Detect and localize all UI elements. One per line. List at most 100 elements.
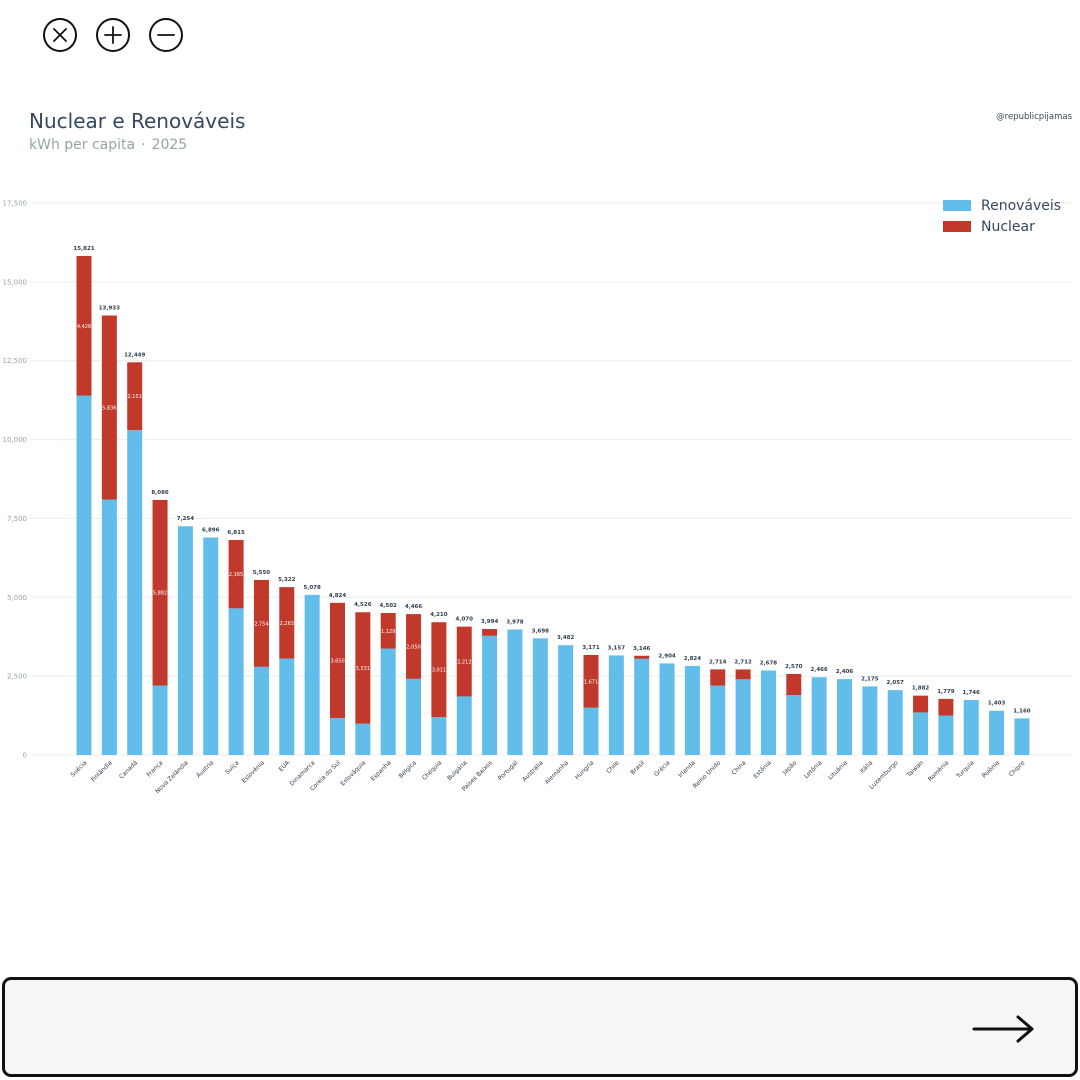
total-label: 3,482	[557, 635, 575, 641]
segment-label: 3,011	[432, 668, 446, 674]
total-label: 3,978	[506, 620, 524, 626]
category-label: Suécia	[69, 759, 88, 778]
total-label: 3,698	[532, 628, 550, 634]
segment-label: 2,151	[128, 394, 142, 400]
category-label: Hungria	[574, 759, 596, 781]
bar-nuclear	[101, 315, 117, 500]
bar-renewables	[177, 526, 193, 755]
bar-renewables	[431, 717, 447, 755]
bar-renewables	[127, 430, 143, 755]
bar-renewables	[786, 695, 802, 755]
total-label: 6,896	[202, 527, 220, 533]
bar-renewables	[406, 678, 422, 755]
total-label: 1,779	[937, 689, 955, 695]
category-label: Chéquia	[421, 759, 444, 782]
total-label: 8,086	[151, 490, 169, 496]
total-label: 2,466	[810, 667, 828, 673]
total-label: 2,570	[785, 664, 803, 670]
bar-renewables	[887, 690, 903, 755]
bar-chart: 0 2,500 5,000 7,500 10,000 12,500 15,000 17,500…	[3, 200, 1072, 795]
bar-nuclear	[482, 629, 498, 636]
category-label: Suíça	[224, 759, 241, 776]
bar-renewables	[304, 594, 320, 755]
bar-nuclear	[786, 673, 802, 696]
legend-label-nuclear: Nuclear	[981, 218, 1035, 235]
category-label: Finlândia	[90, 759, 114, 783]
category-label: Áustria	[195, 759, 215, 779]
bar-renewables	[532, 638, 548, 755]
total-label: 5,550	[253, 570, 271, 576]
segment-label: 2,754	[254, 621, 268, 627]
segment-label: 5,836	[102, 406, 116, 412]
y-tick-label: 15,000	[3, 278, 28, 286]
bar-nuclear	[913, 695, 929, 713]
total-label: 6,815	[227, 530, 245, 536]
category-label: Romênia	[927, 759, 951, 783]
total-label: 7,254	[177, 516, 195, 522]
total-label: 2,824	[684, 656, 702, 662]
segment-label: 4,426	[77, 324, 91, 330]
credit-handle: @republicpijamas	[996, 112, 1072, 122]
category-label: Reino Unido	[692, 759, 723, 790]
zoom-out-button[interactable]	[149, 18, 183, 52]
bar-nuclear	[583, 654, 599, 708]
total-label: 1,882	[912, 686, 930, 692]
total-label: 2,406	[836, 669, 854, 675]
close-button[interactable]	[43, 18, 77, 52]
input-bar[interactable]	[2, 977, 1078, 1077]
bar-renewables	[152, 685, 168, 755]
y-tick-label: 0	[23, 752, 27, 760]
segment-label: 1,129	[381, 629, 395, 635]
category-label: China	[730, 759, 747, 776]
category-label: Bélgica	[398, 759, 419, 780]
bar-renewables	[913, 712, 929, 755]
y-tick-label: 5,000	[7, 594, 27, 602]
segment-label: 3,650	[330, 658, 344, 664]
bar-nuclear	[330, 602, 345, 718]
bar-nuclear	[735, 669, 751, 680]
total-label: 1,403	[988, 701, 1006, 707]
zoom-out-icon	[157, 34, 175, 36]
bar-nuclear	[406, 614, 422, 679]
total-label: 13,933	[99, 306, 120, 312]
segment-label: 2,165	[229, 572, 243, 578]
bar-renewables	[482, 635, 498, 755]
total-label: 5,322	[278, 577, 296, 583]
bar-renewables	[634, 658, 650, 755]
next-button[interactable]	[971, 1014, 1037, 1044]
total-label: 3,146	[633, 646, 651, 652]
bar-nuclear	[938, 698, 954, 716]
legend-item-renewables[interactable]: Renováveis	[943, 195, 1061, 216]
bar-renewables	[989, 710, 1005, 755]
segment-label: 2,050	[406, 644, 420, 650]
bar-renewables	[203, 537, 219, 755]
zoom-in-button[interactable]	[96, 18, 130, 52]
total-label: 2,712	[734, 659, 752, 665]
chart-title: Nuclear e Renováveis	[29, 109, 246, 133]
bar-renewables	[735, 679, 751, 755]
chart-container: 0 2,500 5,000 7,500 10,000 12,500 15,000 17,500…	[0, 100, 1080, 800]
bar-nuclear	[127, 362, 143, 431]
legend-item-nuclear[interactable]: Nuclear	[943, 216, 1061, 237]
bar-nuclear	[380, 612, 396, 649]
total-label: 3,171	[582, 645, 600, 651]
close-icon	[53, 28, 67, 42]
total-label: 4,070	[456, 617, 474, 623]
category-label: Taiwan	[905, 759, 925, 779]
total-label: 4,502	[379, 603, 397, 609]
bar-renewables	[253, 666, 269, 755]
category-label: Chile	[605, 759, 621, 775]
category-label: Eslovênia	[241, 759, 266, 784]
total-label: 1,746	[963, 690, 981, 696]
y-tick-label: 17,500	[3, 200, 28, 208]
category-label: Brasil	[629, 759, 646, 776]
category-label: Bulgária	[446, 759, 469, 782]
bar-nuclear	[431, 622, 447, 718]
category-label: França	[145, 759, 164, 778]
bar-renewables	[456, 696, 472, 755]
category-label: Portugal	[497, 759, 520, 782]
chart-subtitle: kWh per capita · 2025	[29, 137, 187, 153]
bar-renewables	[101, 499, 117, 755]
total-label: 5,078	[303, 585, 321, 591]
bar-renewables	[608, 655, 624, 755]
